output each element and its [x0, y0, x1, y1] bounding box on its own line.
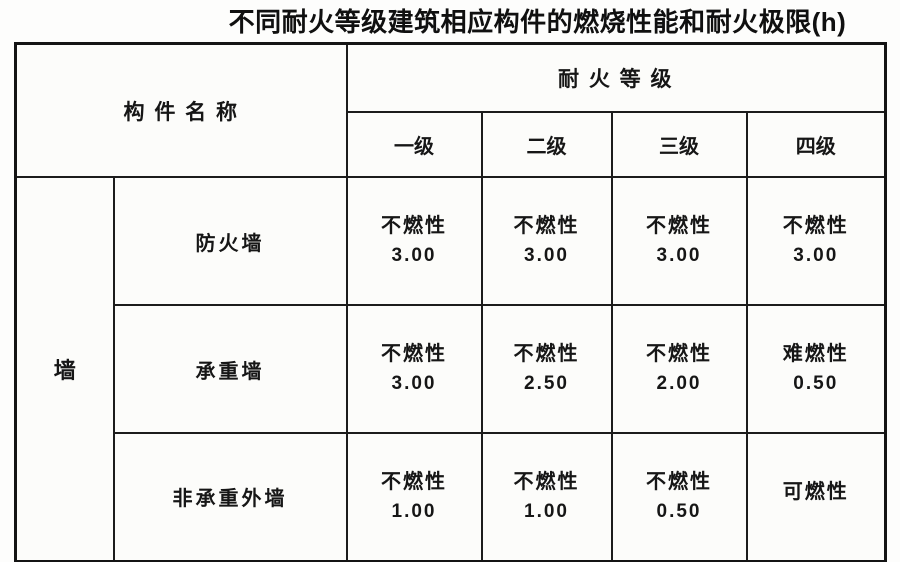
fire-limit: 3.00 [391, 373, 437, 395]
category-wall: 墙 [14, 176, 115, 562]
cell-firewall-grade4: 不燃性 3.00 [745, 176, 887, 306]
component-load-bearing-wall: 承重墙 [112, 304, 348, 434]
cell-loadwall-grade3: 不燃性 2.00 [610, 304, 748, 434]
burn-class: 不燃性 [381, 343, 448, 366]
component-non-load-bearing-exterior-wall: 非承重外墙 [112, 432, 348, 562]
table-row: 墙 防火墙 不燃性 3.00 不燃性 3.00 不燃性 3.00 不燃性 3.0… [14, 176, 887, 562]
burn-class: 不燃性 [782, 215, 849, 238]
fire-limit: 1.00 [524, 500, 569, 522]
burn-class: 不燃性 [646, 470, 713, 493]
header-grade-4: 四级 [745, 111, 887, 178]
burn-class: 不燃性 [646, 215, 713, 238]
burn-class: 不燃性 [381, 470, 448, 493]
table-title: 不同耐火等级建筑相应构件的燃烧性能和耐火极限(h) [228, 7, 847, 37]
burn-class: 难燃性 [782, 343, 849, 366]
fire-limit: 1.00 [391, 500, 437, 522]
header-grade-3: 三级 [610, 111, 748, 178]
cell-extwall-grade3: 不燃性 0.50 [610, 432, 748, 562]
fire-limit: 2.00 [656, 373, 702, 395]
fire-limit: 3.00 [524, 245, 569, 267]
cell-firewall-grade2: 不燃性 3.00 [480, 176, 613, 306]
fire-limit: 0.50 [793, 373, 839, 395]
cell-extwall-grade2: 不燃性 1.00 [480, 432, 613, 562]
fire-limit: 2.50 [524, 373, 569, 395]
cell-firewall-grade3: 不燃性 3.00 [610, 176, 748, 306]
burn-class: 不燃性 [513, 343, 580, 366]
cell-loadwall-grade2: 不燃性 2.50 [480, 304, 613, 434]
cell-loadwall-grade4: 难燃性 0.50 [745, 304, 887, 434]
header-grade-2: 二级 [480, 111, 613, 178]
table-row: 非承重外墙 不燃性 1.00 不燃性 1.00 不燃性 0.50 可燃性 [16, 432, 887, 562]
table-row: 承重墙 不燃性 3.00 不燃性 2.50 不燃性 2.00 难燃性 0.50 [16, 304, 887, 434]
cell-firewall-grade1: 不燃性 3.00 [345, 176, 483, 306]
header-component-name: 构 件 名 称 [14, 42, 348, 178]
fire-limit: 3.00 [391, 245, 437, 267]
burn-class: 不燃性 [513, 215, 580, 238]
burn-class: 可燃性 [782, 481, 849, 504]
fire-limit: 0.50 [656, 500, 702, 522]
burn-class: 不燃性 [513, 470, 580, 493]
fire-rating-table: 构 件 名 称 耐 火 等 级 一级 二级 三级 四级 墙 防火墙 不燃性 3.… [14, 42, 888, 562]
cell-extwall-grade1: 不燃性 1.00 [345, 432, 483, 562]
header-fire-rating-group: 耐 火 等 级 [345, 42, 887, 113]
cell-extwall-grade4: 可燃性 [745, 432, 887, 562]
fire-limit: 3.00 [656, 245, 702, 267]
header-grade-1: 一级 [345, 111, 483, 178]
component-fire-wall: 防火墙 [112, 176, 348, 306]
fire-limit: 3.00 [793, 245, 839, 267]
cell-loadwall-grade1: 不燃性 3.00 [345, 304, 483, 434]
burn-class: 不燃性 [646, 343, 713, 366]
burn-class: 不燃性 [381, 215, 448, 238]
